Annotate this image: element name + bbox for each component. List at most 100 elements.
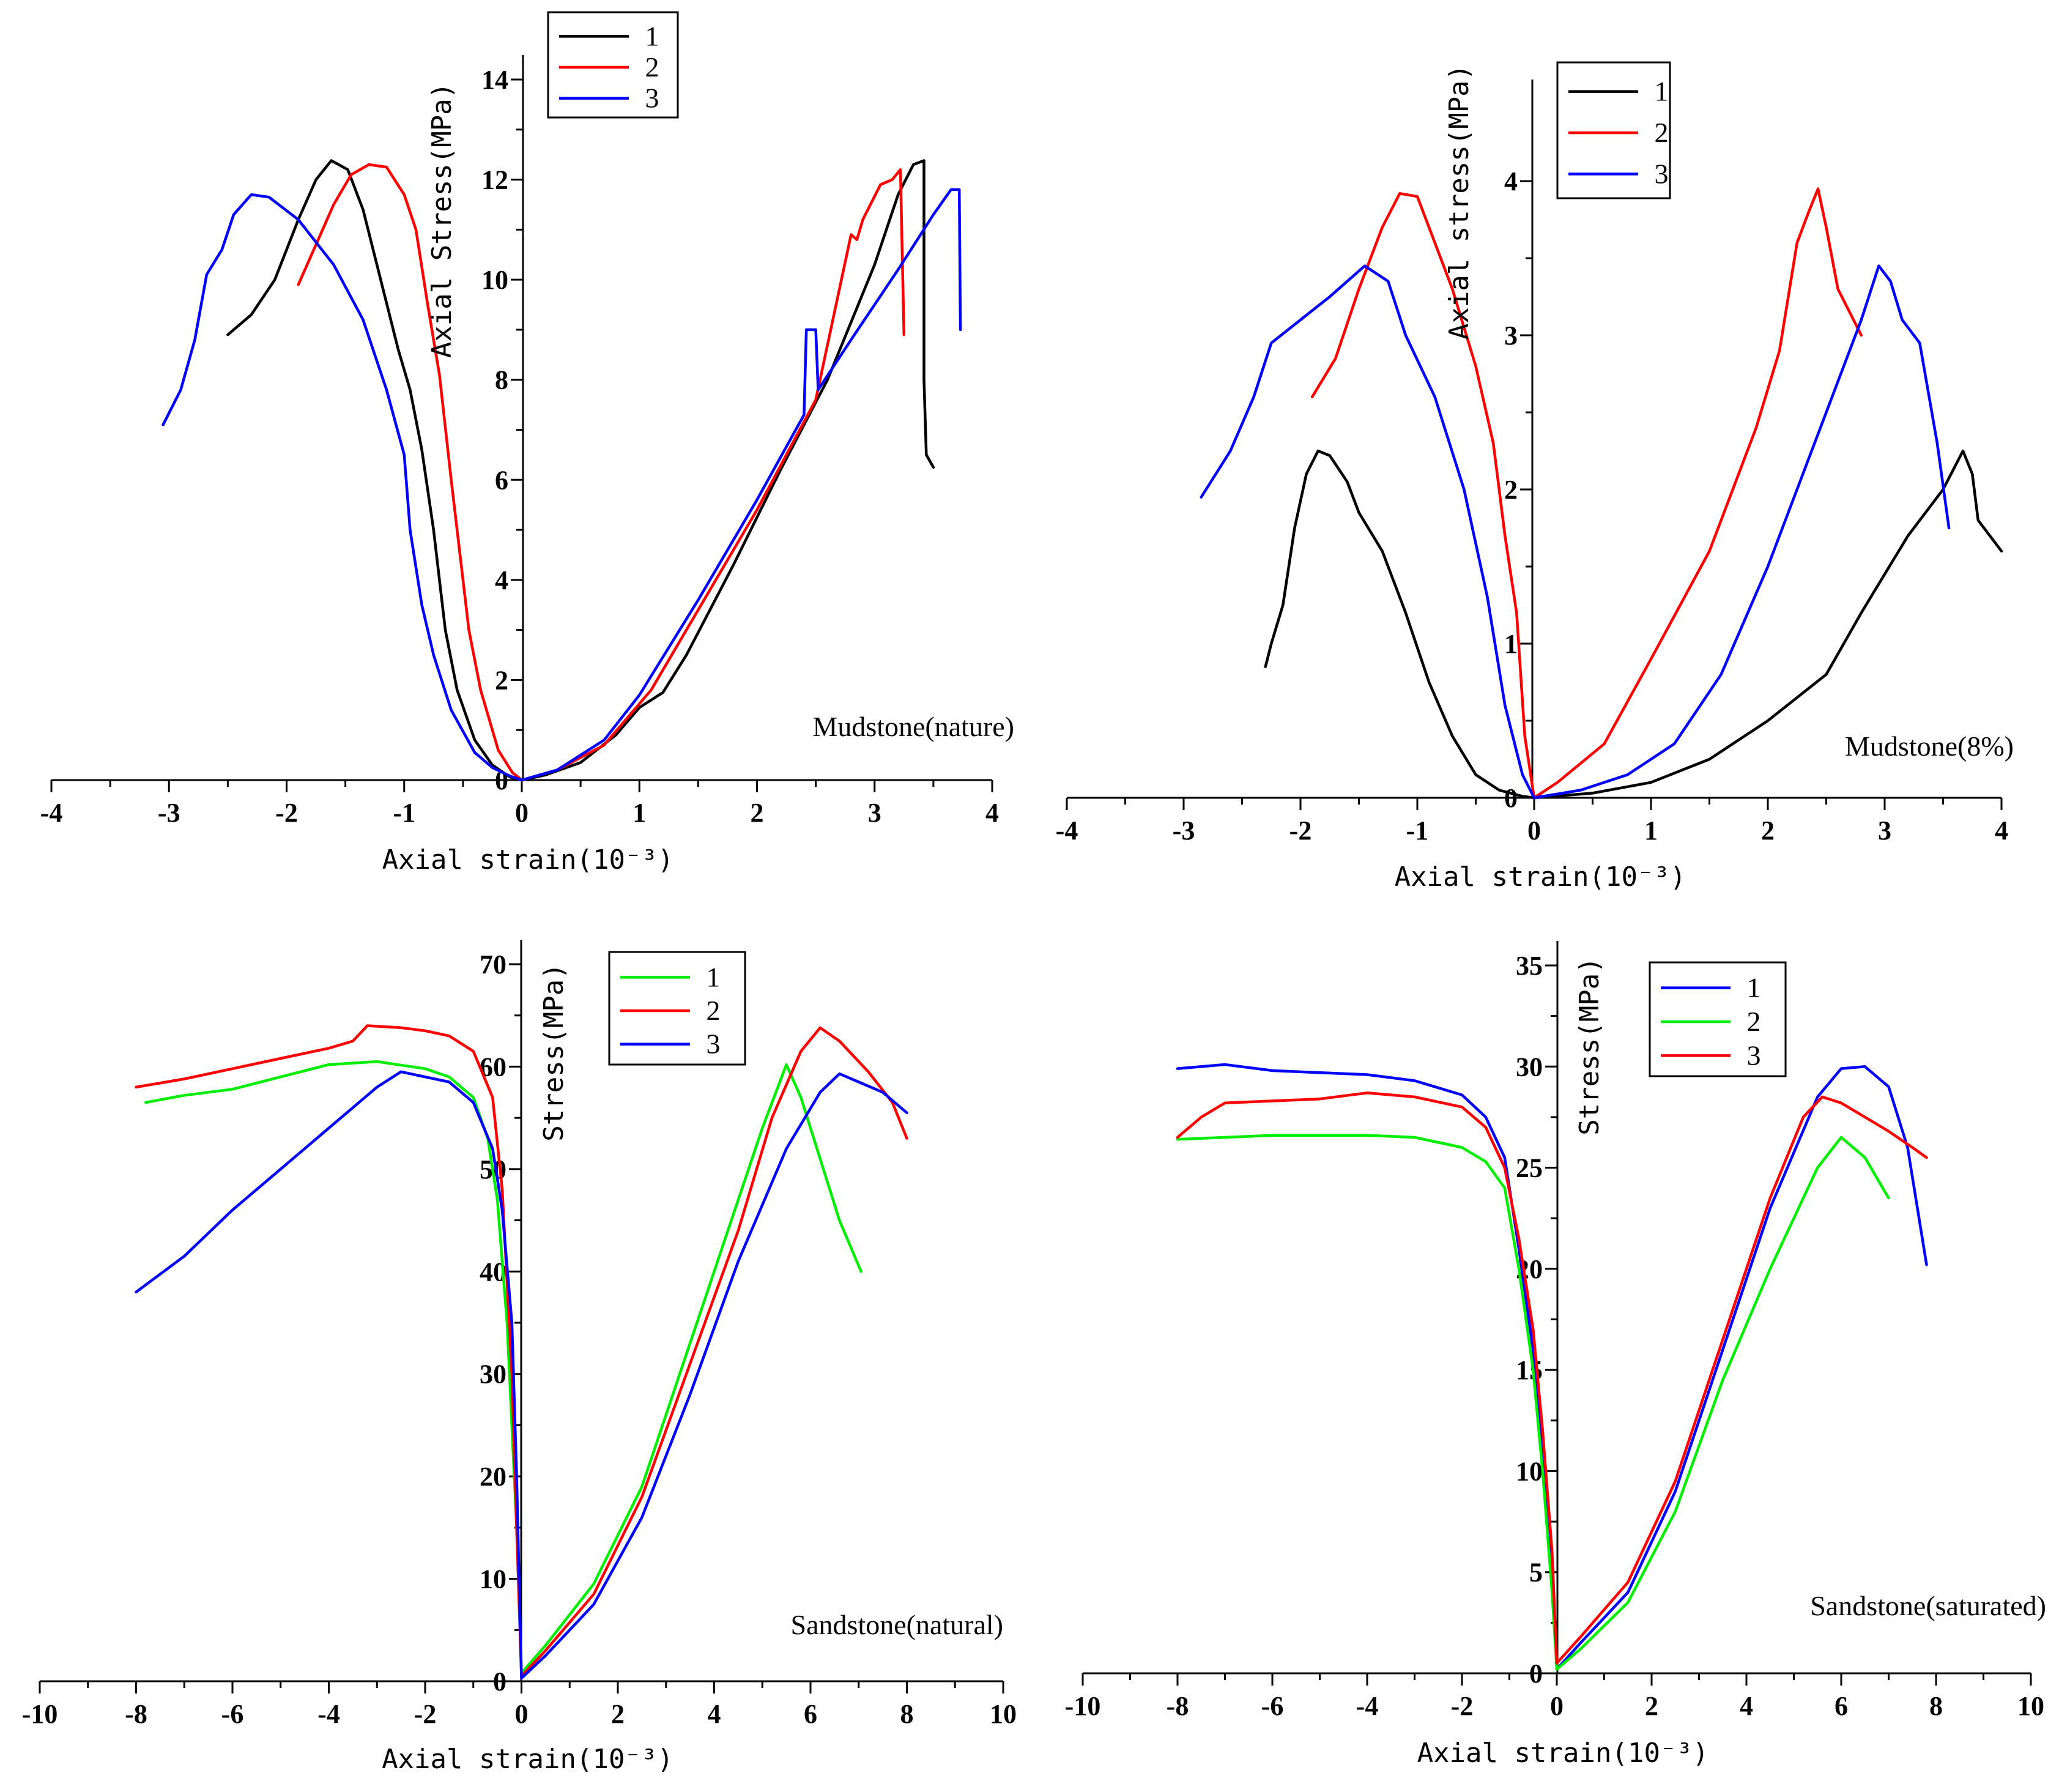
- x-tick-label: -2: [1451, 1691, 1474, 1721]
- x-tick-label: 4: [985, 798, 999, 828]
- x-axis-title: Axial strain(10⁻³): [1417, 1738, 1709, 1769]
- legend-label: 3: [645, 83, 659, 114]
- x-tick-label: 2: [1761, 816, 1775, 846]
- legend: 123: [608, 951, 746, 1066]
- legend-box: [547, 11, 679, 119]
- y-tick-label: 10: [481, 265, 508, 295]
- x-tick-label: -4: [317, 1699, 340, 1729]
- y-tick-label: 30: [1516, 1052, 1543, 1082]
- legend-label: 1: [707, 961, 721, 992]
- x-tick-label: -6: [1261, 1691, 1284, 1721]
- legend-label: 1: [1747, 972, 1761, 1003]
- y-axis-title: Stress(MPa): [538, 963, 569, 1141]
- y-tick-label: 5: [1529, 1558, 1543, 1588]
- y-tick-label: 12: [481, 165, 508, 195]
- legend-box: [1649, 961, 1787, 1077]
- x-tick-label: -2: [275, 798, 298, 828]
- x-tick-label: 4: [1995, 816, 2008, 846]
- legend: 123: [1649, 961, 1787, 1077]
- x-tick-label: -2: [1289, 816, 1312, 846]
- y-tick-label: 0: [1504, 783, 1518, 813]
- x-tick-label: 3: [1878, 816, 1891, 846]
- panel-annotation: Mudstone(8%): [1845, 731, 2014, 762]
- x-tick-label: -8: [1167, 1691, 1189, 1721]
- x-tick-label: 2: [751, 798, 764, 828]
- y-tick-label: 70: [480, 950, 506, 980]
- y-tick-label: 6: [495, 465, 508, 495]
- y-tick-label: 30: [480, 1359, 506, 1389]
- y-tick-label: 8: [495, 365, 508, 395]
- x-tick-label: 0: [515, 798, 529, 828]
- x-tick-label: 10: [2017, 1691, 2044, 1721]
- series-line-1: [226, 159, 935, 782]
- x-tick-label: 6: [1835, 1691, 1848, 1721]
- y-tick-label: 3: [1504, 321, 1518, 351]
- x-tick-label: 1: [633, 798, 646, 828]
- legend-label: 1: [645, 20, 659, 51]
- x-tick-label: 2: [1645, 1691, 1658, 1721]
- x-tick-label: 10: [990, 1699, 1017, 1729]
- x-tick-label: 0: [1527, 816, 1541, 846]
- series-line-3: [1176, 1091, 1928, 1665]
- legend-box: [1556, 61, 1671, 199]
- x-tick-label: -1: [393, 798, 415, 828]
- legend-label: 2: [1655, 117, 1669, 148]
- x-axis-title: Axial strain(10⁻³): [382, 844, 674, 876]
- chart-panel-top-right: -4 -3 -2 -1 0 1 2 3 4 0 1 2 3 4 Axial strain(10⁻³) Axia…: [1056, 61, 2014, 893]
- x-tick-label: -3: [1173, 816, 1195, 846]
- y-tick-label: 10: [480, 1564, 506, 1594]
- y-tick-label: 2: [495, 665, 508, 695]
- x-tick-label: -10: [1065, 1691, 1101, 1721]
- y-axis-title: Axial stress(MPa): [1444, 64, 1475, 340]
- y-tick-label: 14: [481, 65, 508, 95]
- x-tick-label: -2: [414, 1699, 437, 1729]
- x-tick-label: -8: [125, 1699, 147, 1729]
- y-tick-label: 1: [1504, 629, 1518, 659]
- series-line-1: [1264, 449, 2003, 800]
- x-tick-label: -4: [1056, 816, 1078, 846]
- panel-annotation: Mudstone(nature): [812, 711, 1014, 742]
- y-tick-label: 10: [1516, 1456, 1543, 1486]
- x-tick-label: -4: [1356, 1691, 1379, 1721]
- y-tick-label: 4: [1504, 166, 1518, 196]
- legend-label: 3: [1655, 158, 1669, 189]
- legend-label: 2: [1747, 1006, 1761, 1037]
- series-line-2: [297, 163, 906, 782]
- x-tick-label: -10: [22, 1699, 58, 1729]
- y-tick-label: 35: [1516, 951, 1543, 981]
- legend: 1 2 3: [1556, 61, 1671, 199]
- series-line-2: [1176, 1134, 1890, 1671]
- panel-annotation: Sandstone(saturated): [1810, 1590, 2046, 1621]
- legend-label: 3: [1747, 1039, 1761, 1071]
- x-tick-label: 6: [804, 1699, 817, 1729]
- legend-label: 1: [1655, 76, 1669, 107]
- x-axis-title: Axial strain(10⁻³): [382, 1744, 673, 1775]
- y-axis-title: Axial Stress(MPa): [426, 83, 458, 358]
- y-tick-label: 0: [493, 1667, 506, 1697]
- x-tick-label: 1: [1644, 816, 1658, 846]
- x-tick-label: -3: [158, 798, 180, 828]
- y-tick-label: 2: [1504, 475, 1518, 505]
- series-line-2: [135, 1024, 908, 1678]
- y-tick-label: 25: [1516, 1153, 1543, 1183]
- x-axis-title: Axial strain(10⁻³): [1395, 861, 1686, 893]
- x-tick-label: -6: [221, 1699, 244, 1729]
- series-line-3: [135, 1070, 908, 1680]
- series-line-3: [161, 188, 962, 782]
- legend-box: [608, 951, 746, 1066]
- x-tick-label: 4: [1740, 1691, 1753, 1721]
- x-tick-label: 2: [611, 1699, 625, 1729]
- y-tick-label: 0: [1529, 1659, 1543, 1689]
- y-axis-title: Stress(MPa): [1574, 957, 1605, 1135]
- legend-label: 3: [707, 1028, 721, 1060]
- x-tick-label: -4: [40, 798, 63, 828]
- x-tick-label: 3: [868, 798, 881, 828]
- legend-label: 2: [707, 995, 721, 1026]
- series-line-3: [1200, 264, 1951, 800]
- y-tick-label: 4: [495, 565, 508, 595]
- x-tick-label: 8: [900, 1699, 914, 1729]
